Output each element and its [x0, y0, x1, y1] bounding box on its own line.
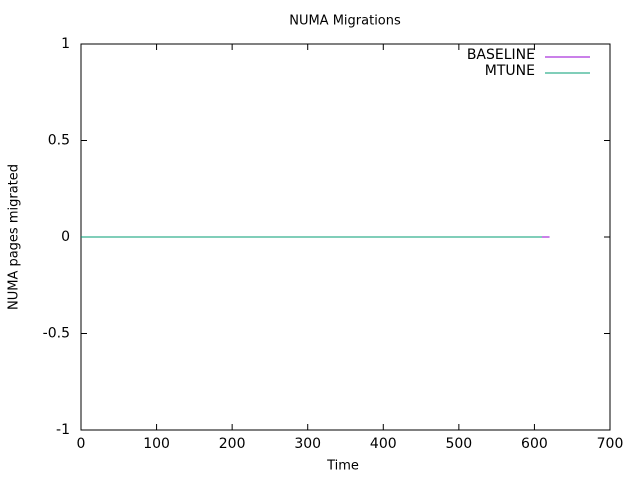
- x-tick-label: 500: [445, 436, 472, 452]
- x-axis-label: Time: [326, 459, 359, 474]
- x-tick-label: 700: [597, 436, 624, 452]
- x-tick-label: 600: [521, 436, 548, 452]
- x-tick-label: 200: [219, 436, 246, 452]
- x-tick-label: 300: [294, 436, 321, 452]
- x-tick-label: 100: [143, 436, 170, 452]
- chart-title: NUMA Migrations: [289, 14, 401, 29]
- y-tick-label: -1: [56, 422, 70, 438]
- y-axis-label: NUMA pages migrated: [7, 164, 22, 310]
- y-tick-label: 0.5: [48, 133, 70, 149]
- y-tick-label: -0.5: [43, 326, 70, 342]
- x-tick-label: 0: [77, 436, 86, 452]
- legend-label: BASELINE: [467, 47, 535, 63]
- y-tick-label: 0: [61, 229, 70, 245]
- x-tick-label: 400: [370, 436, 397, 452]
- y-tick-label: 1: [61, 36, 70, 52]
- legend-label: MTUNE: [485, 63, 535, 79]
